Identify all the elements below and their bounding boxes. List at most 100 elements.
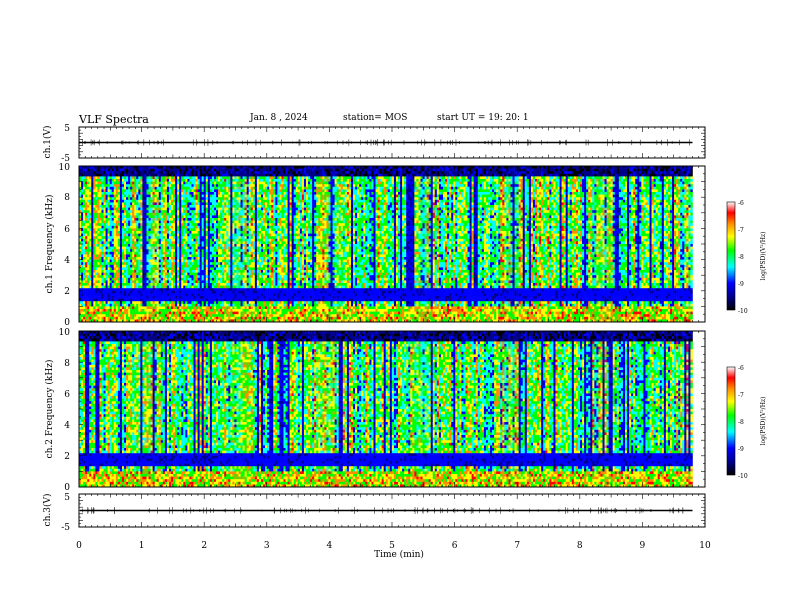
spectrogram-cell — [119, 179, 123, 182]
spectrogram-cell — [140, 205, 143, 208]
spectrogram-cell — [85, 233, 88, 237]
spectrogram-cell — [220, 298, 223, 302]
spectrogram-cell — [160, 254, 164, 258]
spectrogram-cell — [130, 223, 133, 227]
spectrogram-cell — [136, 181, 139, 185]
spectrogram-cell — [209, 259, 213, 263]
spectrogram-cell — [126, 262, 129, 266]
spectrogram-cell — [232, 228, 235, 232]
spectrogram-cell — [181, 314, 184, 318]
spectrogram-cell — [171, 181, 174, 185]
spectrogram-cell — [230, 244, 233, 247]
spectrogram-cell — [164, 192, 168, 195]
spectrogram-cell — [220, 215, 223, 219]
spectrogram-cell — [218, 267, 221, 271]
spectrogram-cell — [166, 168, 170, 172]
spectrogram-cell — [224, 184, 227, 188]
spectrogram-cell — [152, 171, 155, 175]
spectrogram-cell — [99, 236, 102, 240]
spectrogram-cell — [105, 212, 108, 216]
spectrogram-cell — [158, 184, 162, 188]
spectrogram-cell — [181, 309, 184, 312]
spectrogram-cell — [111, 280, 115, 284]
spectrogram-cell — [109, 236, 113, 240]
spectrogram-cell — [101, 267, 104, 271]
spectrogram-cell — [177, 267, 180, 271]
spectrogram-cell — [179, 166, 182, 169]
spectrogram-cell — [130, 176, 133, 180]
spectrogram-cell — [95, 301, 98, 305]
spectrogram-cell — [205, 194, 209, 198]
spectrogram-cell — [134, 168, 137, 172]
spectrogram-cell — [128, 290, 131, 294]
spectrogram-cell — [128, 267, 131, 271]
spectrogram-cell — [107, 225, 110, 229]
spectrogram-cell — [213, 270, 217, 273]
spectrogram-cell — [81, 311, 84, 315]
spectrogram-cell — [158, 212, 162, 216]
spectrogram-cell — [224, 275, 227, 279]
spectrogram-cell — [83, 202, 86, 206]
spectrogram-cell — [138, 181, 141, 185]
spectrogram-cell — [230, 176, 233, 180]
spectrogram-cell — [142, 181, 145, 185]
spectrogram-cell — [211, 194, 215, 198]
spectrogram-cell — [105, 184, 108, 188]
spectrogram-cell — [199, 262, 202, 266]
spectrogram-cell — [205, 316, 209, 320]
spectrogram-cell — [234, 241, 237, 245]
spectrogram-cell — [93, 189, 96, 193]
spectrogram-cell — [195, 316, 198, 320]
spectrogram-cell — [87, 173, 90, 177]
spectrogram-cell — [220, 272, 223, 276]
spectrogram-cell — [146, 218, 149, 221]
spectrogram-cell — [171, 241, 174, 245]
spectrogram-cell — [211, 173, 215, 177]
spectrogram-cell — [123, 277, 127, 281]
spectrogram-cell — [101, 277, 104, 281]
spectrogram-cell — [109, 270, 113, 273]
spectrogram-cell — [119, 231, 123, 234]
spectrogram-cell — [195, 215, 198, 219]
spectrogram-cell — [91, 218, 94, 221]
spectrogram-cell — [213, 306, 217, 310]
spectrogram-cell — [107, 181, 110, 185]
spectrogram-cell — [81, 225, 84, 229]
spectrogram-cell — [218, 225, 221, 229]
spectrogram-cell — [226, 264, 229, 268]
spectrogram-cell — [89, 236, 92, 240]
spectrogram-cell — [83, 293, 86, 297]
spectrogram-cell — [197, 267, 200, 271]
spectrogram-cell — [146, 236, 149, 240]
spectrogram-cell — [228, 306, 231, 310]
spectrogram-cell — [115, 290, 119, 294]
spectrogram-cell — [136, 205, 139, 208]
spectrogram-cell — [160, 218, 164, 221]
spectrogram-cell — [156, 275, 160, 279]
spectrogram-cell — [191, 267, 194, 271]
spectrogram-cell — [222, 210, 225, 214]
spectrogram-cell — [148, 184, 151, 188]
spectrogram-cell — [146, 264, 149, 268]
spectrogram-cell — [136, 207, 139, 211]
spectrogram-cell — [89, 192, 92, 195]
spectrogram-cell — [103, 212, 106, 216]
spectrogram-cell — [99, 296, 102, 299]
spectrogram-cell — [209, 296, 213, 299]
spectrogram-cell — [205, 283, 209, 286]
spectrogram-cell — [216, 212, 219, 216]
spectrogram-cell — [162, 166, 166, 169]
spectrogram-cell — [138, 233, 141, 237]
spectrogram-cell — [160, 314, 164, 318]
spectrogram-cell — [183, 311, 186, 315]
spectrogram-cell — [115, 218, 119, 221]
spectrogram-cell — [216, 223, 219, 227]
spectrogram-cell — [175, 251, 178, 255]
spectrogram-cell — [113, 314, 117, 318]
spectrogram-cell — [166, 223, 170, 227]
spectrogram-cell — [103, 309, 106, 312]
spectrogram-cell — [191, 309, 194, 312]
spectrogram-cell — [81, 249, 84, 253]
spectrogram-cell — [119, 241, 123, 245]
spectrogram-cell — [162, 181, 166, 185]
